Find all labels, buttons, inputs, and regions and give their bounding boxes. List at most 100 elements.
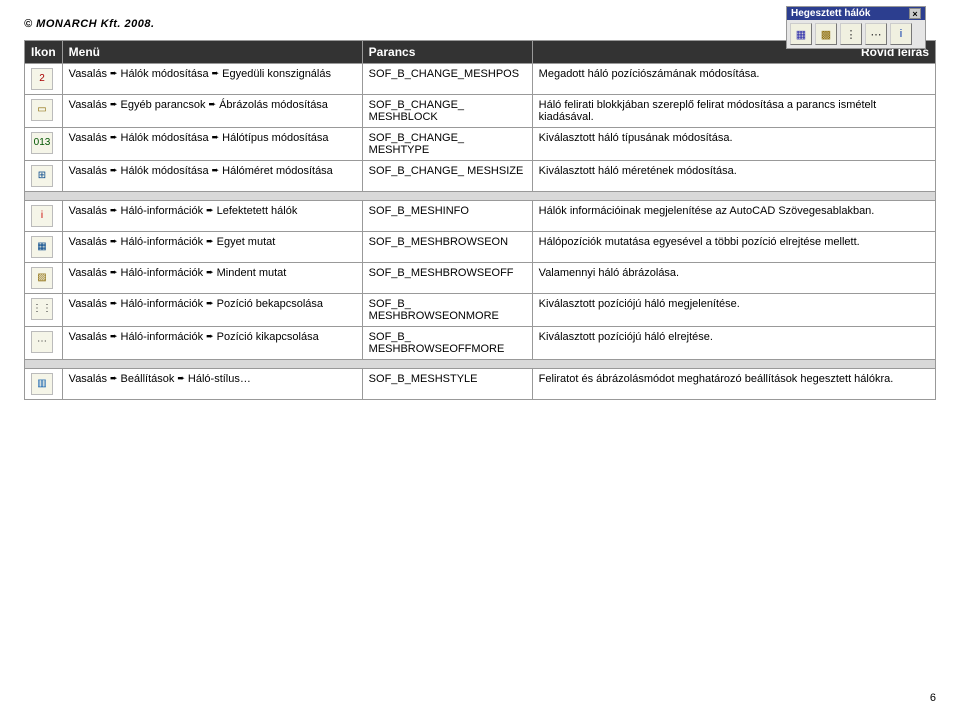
row-menu-path: Vasalás➨Egyéb parancsok➨Ábrázolás módosí…	[62, 95, 362, 128]
menu-segment: Vasalás	[69, 298, 107, 310]
menu-segment: Ábrázolás módosítása	[219, 99, 328, 111]
commands-table: Ikon Menü Parancs Rövid leírás 2Vasalás➨…	[24, 40, 936, 400]
menu-segment: Háló-stílus…	[188, 373, 251, 385]
arrow-icon: ➨	[206, 236, 214, 247]
menu-segment: Lefektetett hálók	[217, 205, 298, 217]
menu-segment: Vasalás	[69, 165, 107, 177]
arrow-icon: ➨	[209, 99, 217, 110]
dots-a-icon[interactable]: ⋮	[840, 23, 862, 45]
row-command: SOF_B_MESHSTYLE	[362, 369, 532, 400]
row-icon-cell: 013	[25, 128, 63, 161]
menu-segment: Mindent mutat	[217, 267, 287, 279]
table-row: ⋮⋮Vasalás➨Háló-információk➨Pozíció bekap…	[25, 294, 936, 327]
row-icon-cell: ▭	[25, 95, 63, 128]
info-red-icon: i	[31, 205, 53, 227]
table-row: 013Vasalás➨Hálók módosítása➨Hálótípus mó…	[25, 128, 936, 161]
arrow-icon: ➨	[206, 267, 214, 278]
style-icon: ▥	[31, 373, 53, 395]
menu-segment: Egyet mutat	[217, 236, 276, 248]
floating-toolbar: Hegesztett hálók × ▦▩⋮⋯i	[786, 6, 926, 49]
menu-segment: Háló-információk	[121, 298, 204, 310]
menu-segment: Háló-információk	[121, 236, 204, 248]
info-icon[interactable]: i	[890, 23, 912, 45]
arrow-icon: ➨	[110, 68, 118, 79]
menu-segment: Beállítások	[121, 373, 175, 385]
row-command: SOF_B_CHANGE_MESHPOS	[362, 64, 532, 95]
menu-segment: Hálók módosítása	[121, 132, 209, 144]
arrow-icon: ➨	[206, 331, 214, 342]
table-row: ⋯Vasalás➨Háló-információk➨Pozíció kikapc…	[25, 327, 936, 360]
menu-segment: Hálóméret módosítása	[222, 165, 333, 177]
row-description: Valamennyi háló ábrázolása.	[532, 263, 935, 294]
arrow-icon: ➨	[110, 331, 118, 342]
row-command: SOF_B_MESHINFO	[362, 201, 532, 232]
menu-segment: Vasalás	[69, 68, 107, 80]
arrow-icon: ➨	[110, 267, 118, 278]
menu-segment: Hálótípus módosítása	[222, 132, 328, 144]
menu-segment: Vasalás	[69, 236, 107, 248]
row-icon-cell: ▨	[25, 263, 63, 294]
pos-on-icon: ⋮⋮	[31, 298, 53, 320]
menu-segment: Vasalás	[69, 132, 107, 144]
row-description: Feliratot és ábrázolásmódot meghatározó …	[532, 369, 935, 400]
menu-segment: Pozíció kikapcsolása	[217, 331, 319, 343]
menu-segment: Hálók módosítása	[121, 68, 209, 80]
menu-segment: Vasalás	[69, 267, 107, 279]
row-icon-cell: i	[25, 201, 63, 232]
group-separator	[25, 360, 936, 369]
hatch-icon[interactable]: ▩	[815, 23, 837, 45]
row-description: Kiválasztott háló méretének módosítása.	[532, 161, 935, 192]
menu-segment: Vasalás	[69, 331, 107, 343]
page-number: 6	[930, 692, 936, 704]
arrow-icon: ➨	[110, 298, 118, 309]
dots-b-icon[interactable]: ⋯	[865, 23, 887, 45]
row-icon-cell: ▥	[25, 369, 63, 400]
row-command: SOF_B_MESHBROWSEOFF	[362, 263, 532, 294]
table-row: ▥ Vasalás➨Beállítások➨Háló-stílus…SOF_B_M…	[25, 369, 936, 400]
table-row: ⊞Vasalás➨Hálók módosítása➨Hálóméret módo…	[25, 161, 936, 192]
row-description: Kiválasztott pozíciójú háló megjelenítés…	[532, 294, 935, 327]
row-menu-path: Vasalás➨Háló-információk➨Pozíció bekapcs…	[62, 294, 362, 327]
table-row: iVasalás➨Háló-információk➨Lefektetett há…	[25, 201, 936, 232]
table-row: ▭ Vasalás➨Egyéb parancsok➨Ábrázolás módos…	[25, 95, 936, 128]
toolbar-icon-row: ▦▩⋮⋯i	[787, 20, 925, 48]
table-row: ▦Vasalás➨Háló-információk➨Egyet mutatSOF…	[25, 232, 936, 263]
browse-off-icon: ▨	[31, 267, 53, 289]
menu-segment: Háló-információk	[121, 331, 204, 343]
row-menu-path: Vasalás➨Hálók módosítása➨Hálótípus módos…	[62, 128, 362, 161]
row-command: SOF_B_CHANGE_ MESHSIZE	[362, 161, 532, 192]
menu-segment: Hálók módosítása	[121, 165, 209, 177]
row-description: Háló felirati blokkjában szereplő felira…	[532, 95, 935, 128]
row-menu-path: Vasalás➨Háló-információk➨Pozíció kikapcs…	[62, 327, 362, 360]
row-menu-path: Vasalás➨Beállítások➨Háló-stílus…	[62, 369, 362, 400]
pos-off-icon: ⋯	[31, 331, 53, 353]
toolbar-titlebar[interactable]: Hegesztett hálók ×	[787, 7, 925, 20]
arrow-icon: ➨	[206, 298, 214, 309]
row-command: SOF_B_MESHBROWSEON	[362, 232, 532, 263]
arrow-icon: ➨	[110, 165, 118, 176]
header-command: Parancs	[362, 41, 532, 64]
arrow-icon: ➨	[110, 236, 118, 247]
row-menu-path: Vasalás➨Hálók módosítása➨Egyedüli konszi…	[62, 64, 362, 95]
close-icon[interactable]: ×	[909, 8, 921, 19]
menu-segment: Vasalás	[69, 205, 107, 217]
arrow-icon: ➨	[177, 373, 185, 384]
arrow-icon: ➨	[212, 132, 220, 143]
menu-segment: Pozíció bekapcsolása	[217, 298, 323, 310]
header-menu: Menü	[62, 41, 362, 64]
row-command: SOF_B_ MESHBROWSEOFFMORE	[362, 327, 532, 360]
row-description: Kiválasztott háló típusának módosítása.	[532, 128, 935, 161]
row-command: SOF_B_ MESHBROWSEONMORE	[362, 294, 532, 327]
block-icon: ▭	[31, 99, 53, 121]
row-icon-cell: ⊞	[25, 161, 63, 192]
arrow-icon: ➨	[212, 68, 220, 79]
table-row: 2Vasalás➨Hálók módosítása➨Egyedüli konsz…	[25, 64, 936, 95]
row-icon-cell: 2	[25, 64, 63, 95]
row-command: SOF_B_CHANGE_ MESHTYPE	[362, 128, 532, 161]
row-icon-cell: ⋯	[25, 327, 63, 360]
row-description: Kiválasztott pozíciójú háló elrejtése.	[532, 327, 935, 360]
header-icon: Ikon	[25, 41, 63, 64]
table-row: ▨Vasalás➨Háló-információk➨Mindent mutatS…	[25, 263, 936, 294]
mesh-icon[interactable]: ▦	[790, 23, 812, 45]
arrow-icon: ➨	[110, 205, 118, 216]
